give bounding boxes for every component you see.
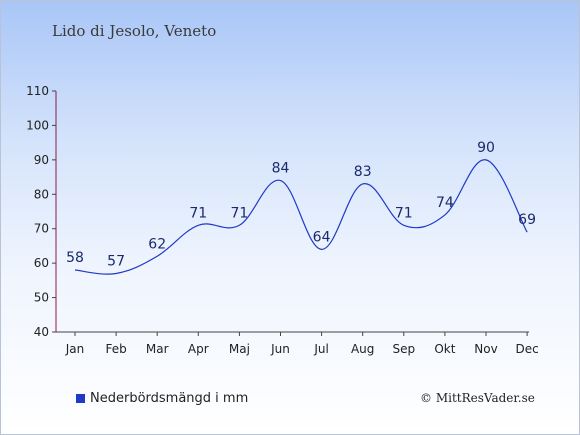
data-label: 69 <box>518 212 536 228</box>
x-tick-label: Dec <box>515 342 538 356</box>
y-tick-label: 70 <box>34 222 49 236</box>
data-label: 58 <box>66 250 84 266</box>
data-label: 71 <box>395 205 413 221</box>
y-tick-label: 50 <box>34 291 49 305</box>
legend-swatch <box>76 394 85 403</box>
x-tick-label: Sep <box>392 342 415 356</box>
x-tick-label: Maj <box>229 342 250 356</box>
x-tick-label: Nov <box>474 342 497 356</box>
data-label: 62 <box>148 236 166 252</box>
data-label: 71 <box>189 205 207 221</box>
y-tick-label: 90 <box>34 153 49 167</box>
x-tick-label: Jun <box>270 342 290 356</box>
data-label: 83 <box>354 164 372 180</box>
legend-label: Nederbördsmängd i mm <box>90 391 249 406</box>
y-tick-label: 80 <box>34 187 49 201</box>
data-label: 74 <box>436 195 454 211</box>
chart-title: Lido di Jesolo, Veneto <box>52 22 217 40</box>
y-tick-label: 100 <box>26 118 49 132</box>
x-tick-label: Aug <box>351 342 374 356</box>
series-line-layer <box>74 159 528 275</box>
data-label: 90 <box>477 140 495 156</box>
series-line <box>74 159 528 275</box>
x-tick-label: Feb <box>105 342 126 356</box>
legend: Nederbördsmängd i mm <box>76 391 248 406</box>
credit-text: © MittResVader.se <box>420 391 535 405</box>
x-tick-label: Mar <box>146 342 169 356</box>
y-tick-label: 110 <box>26 84 49 98</box>
axis-ticks: 40 50 60 70 80 90 100 110 Jan Feb Mar Apr Maj Jun Jul A… <box>26 84 539 356</box>
data-label: 57 <box>107 253 125 269</box>
x-tick-label: Jul <box>313 342 328 356</box>
data-label: 71 <box>230 205 248 221</box>
data-label: 84 <box>272 161 290 177</box>
x-tick-label: Okt <box>434 342 455 356</box>
y-tick-label: 60 <box>34 256 49 270</box>
y-tick-label: 40 <box>34 325 49 339</box>
x-tick-label: Apr <box>188 342 209 356</box>
data-labels: 58 57 62 71 71 84 64 83 71 74 90 69 <box>66 140 536 270</box>
data-label: 64 <box>313 229 331 245</box>
axes <box>55 91 530 333</box>
x-tick-label: Jan <box>65 342 85 356</box>
